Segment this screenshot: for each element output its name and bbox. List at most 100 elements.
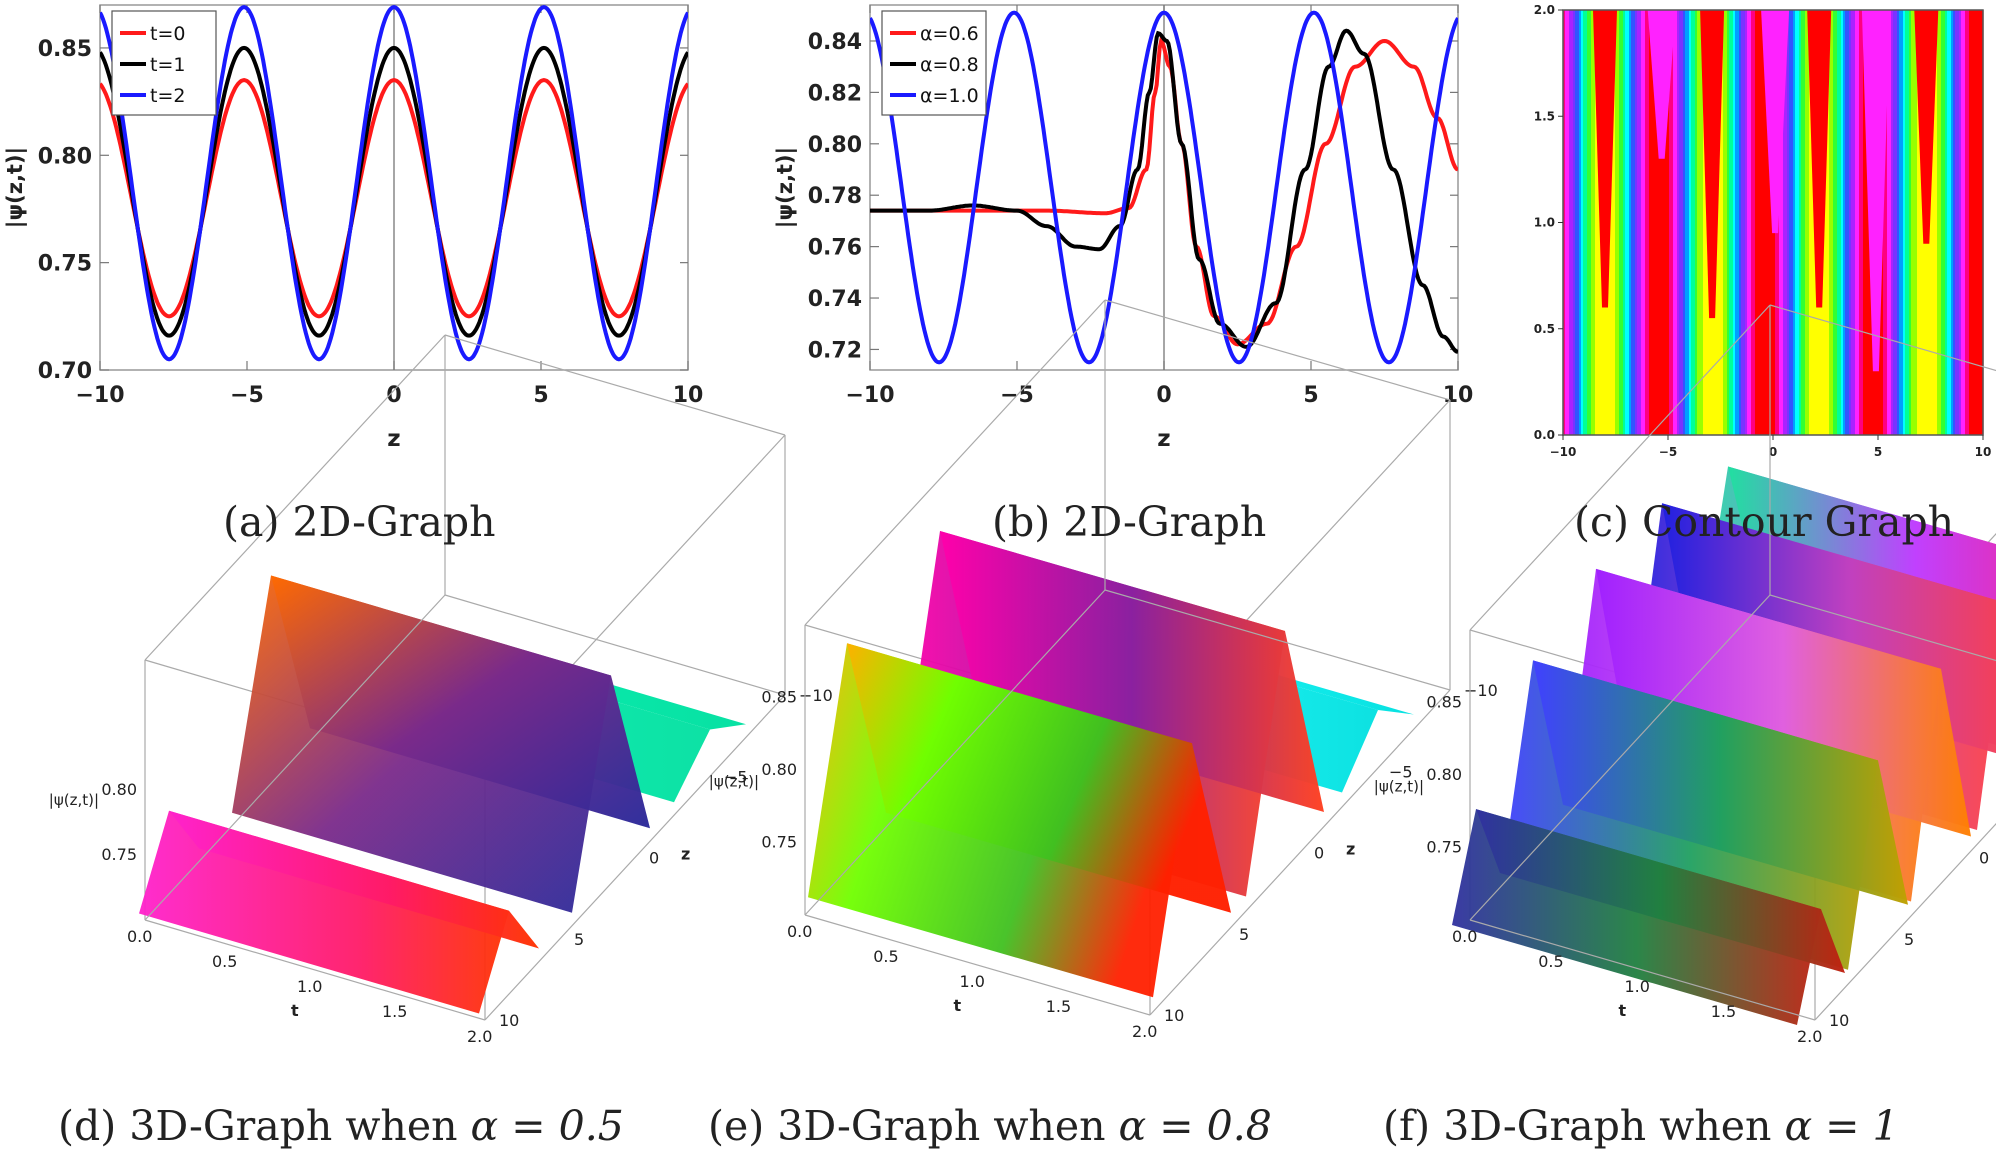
x-tick-label: 10 [673,383,704,408]
contour-band [1767,10,1770,435]
x-axis-label: z [1157,426,1170,452]
contour-band [1721,10,1724,435]
contour-band [1933,10,1936,435]
y-tick-label: 0.80 [38,144,92,169]
box-edge [144,334,446,661]
chart-e-3d-surface: 0.0 0.5 1.0 1.5 2.0 t −10 −5 0 5 10 z 0.75 0.80 0.85 |ψ… [709,299,1498,1041]
t-tick-label: 0.0 [1452,927,1477,946]
contour-band [1953,10,1956,435]
caption-f-text: (f) 3D-Graph when [1383,1102,1785,1150]
contour-band [1967,10,1970,435]
t-axis-label: t [1619,1001,1627,1020]
contour-band [1753,10,1756,435]
contour-band [1905,10,1908,435]
legend-entry: α=0.8 [920,54,979,76]
box-edge [1469,594,1771,921]
contour-band [1653,10,1656,435]
y-tick-label: 0.85 [38,37,92,62]
t-axis-label: t [291,1001,299,1020]
contour-band [1697,10,1700,435]
y-axis-label: |ψ(z,t)| [773,147,798,228]
contour-band [1859,10,1862,435]
contour-band [1613,10,1616,435]
contour-band [1595,10,1598,435]
contour-band [1639,10,1642,435]
contour-band [1897,10,1900,435]
contour-band [1975,10,1978,435]
contour-band [1629,10,1632,435]
contour-band [1679,10,1682,435]
chart-d-3d-surface: 0.00.51.01.52.0t−10−50510z0.750.80|ψ(z,t… [49,334,833,1046]
contour-band [1971,10,1974,435]
caption-b: (b) 2D-Graph [992,498,1267,546]
contour-band [1723,10,1726,435]
x-tick-label: −10 [1550,445,1577,459]
contour-band [1789,10,1792,435]
contour-band [1621,10,1624,435]
contour-band [1757,10,1760,435]
contour-band [1951,10,1954,435]
legend-entry: t=2 [150,85,185,107]
contour-band [1695,10,1698,435]
contour-band [1965,10,1968,435]
contour-band [1893,10,1896,435]
box-edge [804,299,1106,626]
contour-band [1829,10,1832,435]
z-axis-label: z [681,845,690,864]
t-tick-label: 1.0 [1625,977,1650,996]
contour-band [1807,10,1810,435]
contour-band [1593,10,1596,435]
contour-band [1591,10,1594,435]
contour-band [1763,10,1766,435]
contour-band [1739,10,1742,435]
box-edge [1104,589,1451,691]
contour-band [1745,10,1748,435]
contour-band [1631,10,1634,435]
contour-band [1865,10,1868,435]
contour-band [1581,10,1584,435]
contour-band [1661,10,1664,435]
contour-band [1803,10,1806,435]
contour-band [1735,10,1738,435]
t-tick-label: 1.5 [1046,997,1071,1016]
chart-c-contour: −10 −5 0 5 10 0.0 0.5 1.0 1.5 2.0 [1534,3,1992,459]
x-tick-label: 0 [1156,383,1171,408]
contour-peak-region [1593,10,1617,308]
contour-band [1835,10,1838,435]
contour-band [1669,10,1672,435]
contour-band [1681,10,1684,435]
contour-band [1913,10,1916,435]
y-tick-label: 0.72 [808,338,862,363]
surface-ridge-front [1476,809,1845,973]
contour-band [1651,10,1654,435]
contour-band [1685,10,1688,435]
contour-band [1665,10,1668,435]
contour-band [1837,10,1840,435]
contour-band [1825,10,1828,435]
t-tick-label: 2.0 [467,1027,492,1046]
contour-band [1801,10,1804,435]
contour-band [1955,10,1958,435]
contour-band [1677,10,1680,435]
t-tick-label: 2.0 [1132,1022,1157,1041]
z-tick-label: 0 [1979,849,1989,868]
contour-band [1831,10,1834,435]
caption-e-text: (e) 3D-Graph when [708,1102,1119,1150]
contour-band [1833,10,1836,435]
t-tick-label: 0.5 [873,947,898,966]
box-edge [1769,304,1996,372]
contour-band [1787,10,1790,435]
contour-band [1853,10,1856,435]
caption-a: (a) 2D-Graph [223,498,496,546]
psi-axis-label: |ψ(z,t)| [1374,778,1424,796]
y-tick-label: 0.5 [1534,322,1555,336]
contour-band [1615,10,1618,435]
box-edge [1769,594,1996,662]
contour-band [1693,10,1696,435]
contour-band [1783,10,1786,435]
contour-band [1809,10,1812,435]
chart-a-2d-graph: −10 −5 0 5 10 0.70 0.75 0.80 0.85 z |ψ(z,t)| t=0 t=1… [3,4,704,452]
contour-region [1861,10,1890,372]
psi-tick-label: 0.75 [1426,838,1462,857]
t-tick-label: 0.5 [212,952,237,971]
